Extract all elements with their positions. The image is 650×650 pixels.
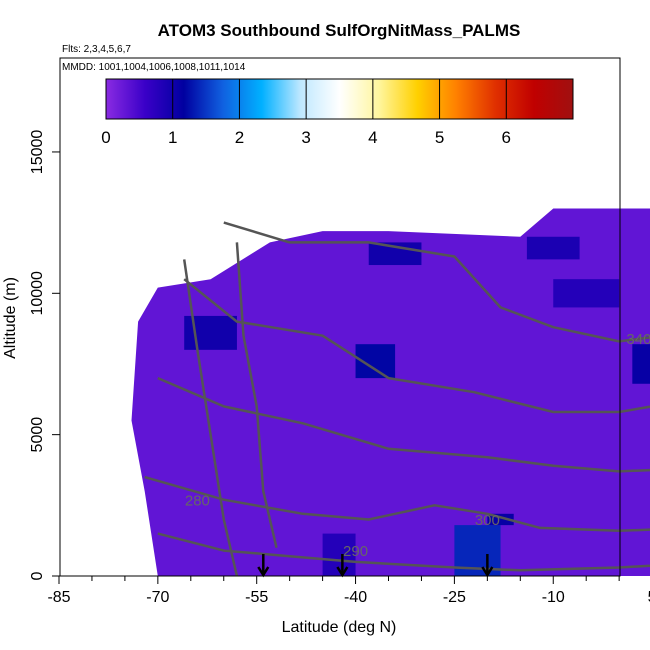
colorbar-tick-label: 5 — [435, 128, 444, 147]
y-axis-label: Altitude (m) — [2, 277, 19, 359]
x-axis: -85-70-55-40-25-1051530456075 — [47, 576, 650, 606]
contour-label: 340 — [626, 331, 650, 348]
heatmap-cell — [487, 513, 514, 526]
heatmap-cell — [526, 236, 580, 260]
y-axis: 0 5000 10000 15000 — [29, 130, 60, 580]
contour-line — [235, 242, 278, 548]
contour-line — [144, 475, 650, 533]
contour-label: 300 — [475, 512, 500, 529]
flight-arrow-head — [336, 566, 349, 578]
y-tick-label: 10000 — [29, 271, 46, 316]
contour-line — [182, 259, 239, 577]
coverage-region — [131, 208, 650, 576]
heatmap-cell — [632, 344, 650, 384]
colorbar-tick-label: 2 — [235, 128, 244, 147]
x-tick-label: -25 — [443, 589, 466, 606]
contour-line — [157, 532, 650, 572]
x-tick-label: -40 — [344, 589, 367, 606]
colorbar: 0 1 2 3 4 5 6 — [101, 78, 574, 147]
chart-title: ATOM3 Southbound SulfOrgNitMass_PALMS — [158, 21, 521, 40]
y-tick-label: 0 — [29, 571, 46, 580]
y-tick-label: 5000 — [29, 417, 46, 453]
contour-layer: 340330320310300300290290280 — [144, 221, 650, 577]
x-tick-label: -85 — [47, 589, 70, 606]
heatmap-layer — [131, 208, 650, 576]
colorbar-tick-label: 3 — [301, 128, 310, 147]
colorbar-tick-label: 6 — [502, 128, 511, 147]
flights-subtitle: Flts: 2,3,4,5,6,7 — [62, 44, 131, 55]
flight-arrows — [257, 554, 494, 578]
y-tick-label: 15000 — [29, 130, 46, 175]
x-tick-label: -55 — [245, 589, 268, 606]
plot-frame — [59, 57, 621, 577]
contour-line — [183, 278, 650, 414]
colorbar-gradient — [105, 78, 574, 120]
colorbar-tick-label: 1 — [168, 128, 177, 147]
x-tick-label: -70 — [146, 589, 169, 606]
x-axis-label: Latitude (deg N) — [282, 619, 397, 636]
colorbar-tick-label: 0 — [101, 128, 110, 147]
x-tick-label: -10 — [542, 589, 565, 606]
contour-line — [157, 376, 650, 473]
x-tick-label: 5 — [648, 589, 650, 606]
dates-subtitle: MMDD: 1001,1004,1006,1008,1011,1014 — [62, 62, 246, 73]
colorbar-tick-label: 4 — [368, 128, 377, 147]
heatmap-cell — [553, 279, 620, 308]
flight-arrow-head — [481, 566, 494, 578]
contour-line — [223, 221, 650, 343]
contour-label: 290 — [343, 543, 368, 560]
flight-arrow-head — [257, 566, 270, 578]
contour-label: 280 — [185, 492, 210, 509]
